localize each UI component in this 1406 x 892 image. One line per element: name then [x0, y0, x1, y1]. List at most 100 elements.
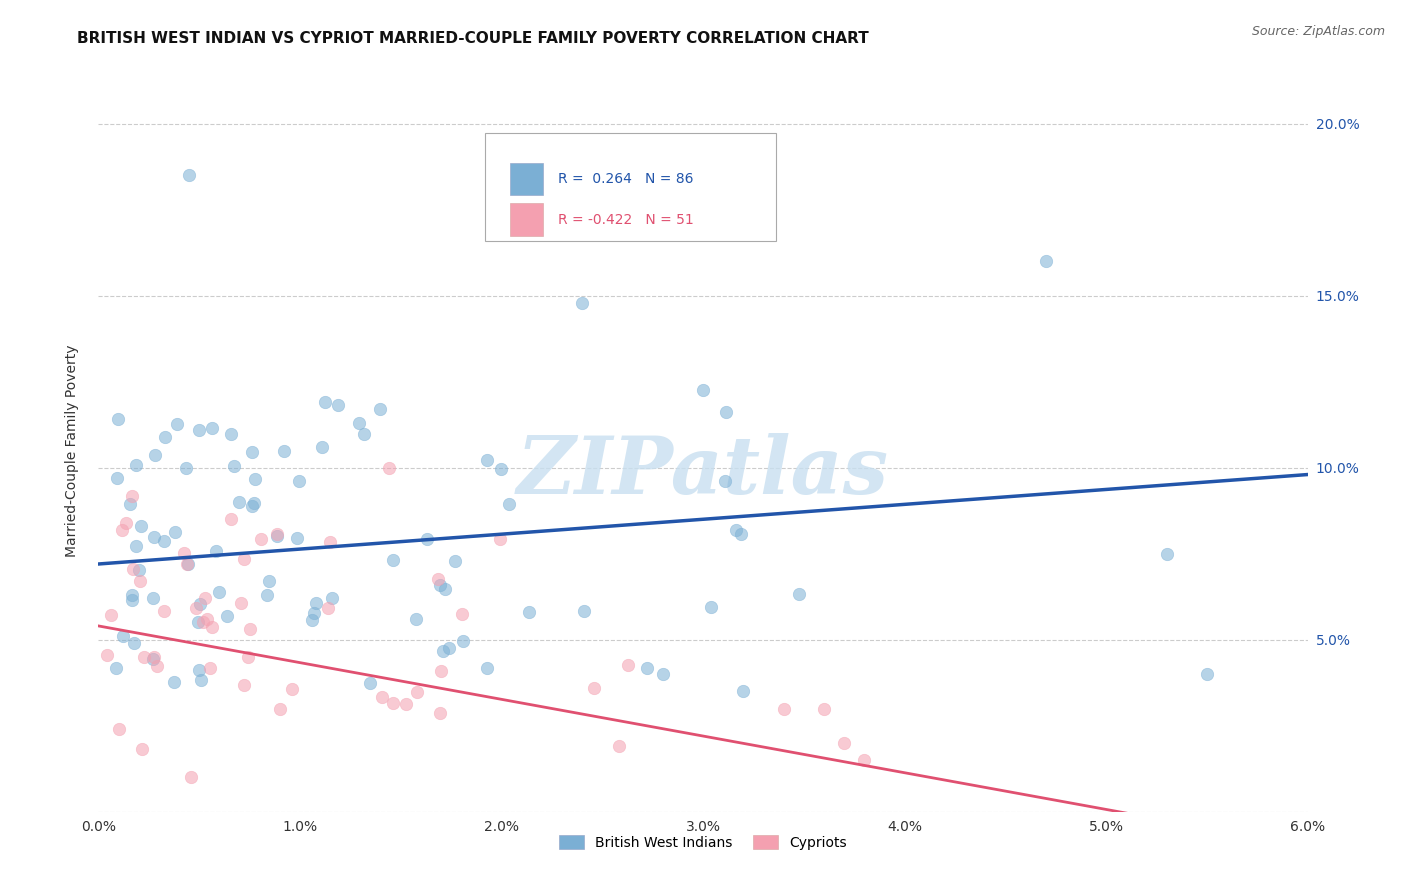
Cypriots	[219, 511, 242, 525]
British West Indians	[204, 543, 226, 558]
British West Indians	[517, 605, 540, 619]
British West Indians	[112, 629, 135, 643]
British West Indians	[187, 615, 209, 630]
British West Indians	[429, 578, 451, 592]
British West Indians	[636, 661, 658, 675]
British West Indians	[724, 523, 747, 537]
Cypriots	[100, 608, 122, 623]
British West Indians	[143, 448, 166, 462]
Text: R =  0.264   N = 86: R = 0.264 N = 86	[558, 172, 693, 186]
British West Indians	[311, 440, 333, 454]
British West Indians	[1156, 547, 1178, 561]
British West Indians	[129, 519, 152, 533]
British West Indians	[353, 426, 375, 441]
British West Indians	[128, 563, 150, 577]
British West Indians	[405, 612, 427, 626]
British West Indians	[142, 591, 165, 606]
British West Indians	[273, 444, 295, 458]
Cypriots	[489, 532, 512, 546]
Cypriots	[134, 649, 156, 664]
Y-axis label: Married-Couple Family Poverty: Married-Couple Family Poverty	[65, 344, 79, 557]
British West Indians	[714, 405, 737, 419]
Cypriots	[250, 533, 273, 547]
Cypriots	[316, 601, 339, 615]
British West Indians	[107, 412, 129, 426]
British West Indians	[188, 423, 211, 437]
British West Indians	[105, 470, 128, 484]
British West Indians	[700, 599, 723, 614]
FancyBboxPatch shape	[485, 133, 776, 241]
Cypriots	[232, 551, 254, 566]
British West Indians	[179, 168, 201, 182]
Cypriots	[198, 661, 221, 675]
British West Indians	[730, 527, 752, 541]
British West Indians	[359, 676, 381, 690]
Text: BRITISH WEST INDIAN VS CYPRIOT MARRIED-COUPLE FAMILY POVERTY CORRELATION CHART: BRITISH WEST INDIAN VS CYPRIOT MARRIED-C…	[77, 31, 869, 46]
Cypriots	[111, 523, 134, 537]
Cypriots	[131, 742, 153, 756]
British West Indians	[153, 534, 176, 549]
British West Indians	[240, 499, 263, 513]
British West Indians	[714, 474, 737, 488]
British West Indians	[434, 582, 457, 596]
FancyBboxPatch shape	[509, 163, 543, 195]
British West Indians	[219, 426, 242, 441]
British West Indians	[208, 585, 231, 599]
Cypriots	[239, 622, 262, 636]
Cypriots	[382, 696, 405, 710]
Cypriots	[121, 489, 143, 503]
Cypriots	[128, 574, 150, 588]
British West Indians	[432, 644, 454, 658]
Cypriots	[832, 736, 855, 750]
British West Indians	[104, 661, 127, 675]
British West Indians	[692, 383, 714, 397]
Cypriots	[405, 685, 427, 699]
British West Indians	[190, 673, 212, 687]
British West Indians	[153, 430, 176, 444]
British West Indians	[121, 589, 143, 603]
British West Indians	[163, 524, 186, 539]
Cypriots	[114, 516, 136, 531]
British West Indians	[163, 675, 186, 690]
British West Indians	[314, 395, 336, 409]
British West Indians	[288, 475, 311, 489]
Cypriots	[319, 535, 342, 549]
FancyBboxPatch shape	[509, 203, 543, 235]
Cypriots	[371, 690, 394, 705]
British West Indians	[166, 417, 188, 431]
British West Indians	[188, 664, 211, 678]
British West Indians	[651, 667, 673, 681]
Cypriots	[180, 770, 202, 784]
British West Indians	[1035, 254, 1057, 268]
British West Indians	[243, 472, 266, 486]
Cypriots	[229, 596, 252, 610]
Text: R = -0.422   N = 51: R = -0.422 N = 51	[558, 212, 693, 227]
Cypriots	[427, 572, 450, 586]
British West Indians	[122, 636, 145, 650]
British West Indians	[305, 596, 328, 610]
Cypriots	[281, 682, 304, 697]
British West Indians	[243, 495, 266, 509]
British West Indians	[285, 531, 308, 545]
British West Indians	[475, 660, 498, 674]
British West Indians	[125, 458, 148, 472]
Cypriots	[429, 664, 451, 678]
British West Indians	[177, 558, 200, 572]
British West Indians	[121, 592, 143, 607]
Cypriots	[451, 607, 474, 622]
Cypriots	[266, 527, 288, 541]
British West Indians	[349, 417, 371, 431]
British West Indians	[143, 530, 166, 544]
British West Indians	[572, 604, 595, 618]
Cypriots	[96, 648, 118, 662]
British West Indians	[321, 591, 343, 606]
Cypriots	[236, 650, 259, 665]
Cypriots	[853, 753, 876, 767]
British West Indians	[451, 633, 474, 648]
British West Indians	[498, 497, 520, 511]
Cypriots	[617, 657, 640, 672]
Cypriots	[173, 546, 195, 560]
Cypriots	[153, 604, 176, 618]
British West Indians	[228, 494, 250, 508]
Cypriots	[269, 702, 291, 716]
